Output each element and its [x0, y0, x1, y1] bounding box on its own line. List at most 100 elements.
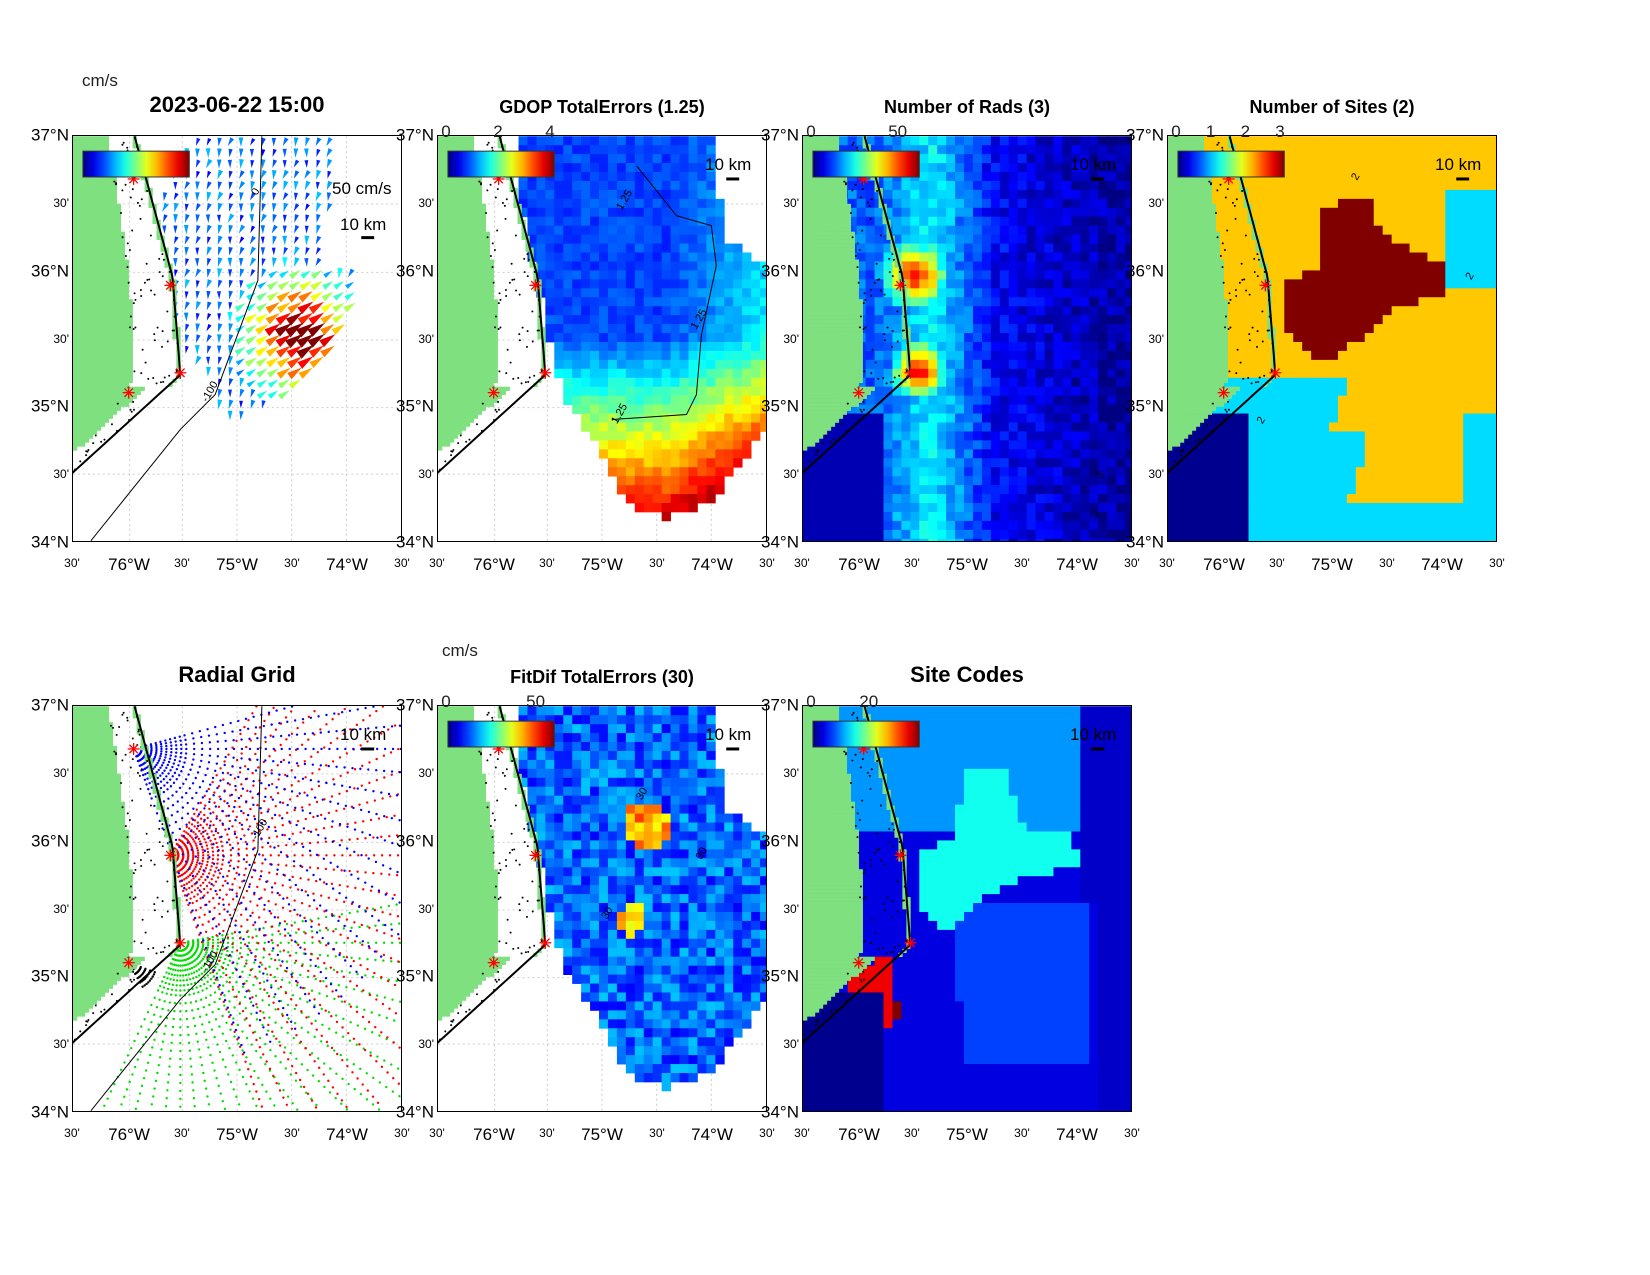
heatmap-cell — [590, 395, 600, 405]
heatmap-cell — [652, 476, 663, 486]
land-cell — [120, 243, 125, 248]
heatmap-cell — [652, 180, 663, 191]
heatmap-cell — [572, 279, 582, 289]
land-cell — [481, 227, 487, 232]
land-cell — [88, 179, 94, 185]
heatmap-cell — [946, 377, 956, 388]
lat-tick-label: 30' — [418, 195, 434, 210]
heatmap-cell — [545, 252, 555, 262]
land-cell — [461, 354, 467, 360]
land-cell — [120, 259, 125, 264]
heatmap-cell — [607, 198, 618, 209]
heatmap-cell — [999, 216, 1010, 227]
heatmap-cell — [581, 172, 591, 182]
land-cell — [449, 227, 455, 232]
heatmap-cell — [697, 306, 707, 316]
heatmap-cell — [946, 404, 956, 414]
heatmap-cell — [715, 458, 725, 468]
land-cell — [457, 386, 463, 391]
current-vector — [293, 170, 300, 179]
heatmap-cell — [527, 225, 537, 236]
land-cell — [76, 259, 82, 264]
current-vector — [195, 137, 201, 146]
heatmap-cell — [946, 297, 956, 307]
heatmap-cell — [928, 395, 938, 405]
current-vector — [217, 137, 222, 147]
heatmap-cell — [679, 467, 689, 477]
heatmap-cell — [706, 279, 716, 289]
land-cell — [88, 358, 94, 364]
current-vector — [217, 279, 223, 289]
heatmap-cell — [679, 377, 689, 388]
heatmap-cell — [883, 198, 893, 209]
land-cell — [112, 199, 118, 205]
land-cell — [469, 358, 475, 364]
heatmap-cell — [1035, 368, 1045, 379]
heatmap-cell — [892, 270, 902, 280]
heatmap-cell — [1089, 404, 1099, 414]
heatmap-cell — [1125, 315, 1131, 325]
land-cell — [160, 247, 165, 252]
land-cell — [469, 207, 475, 213]
land-cell — [84, 243, 90, 248]
current-vector — [279, 270, 289, 279]
current-vector — [272, 148, 277, 157]
land-cell — [453, 434, 459, 439]
land-cell — [469, 350, 475, 356]
heatmap-cell — [751, 422, 761, 432]
land-cell — [80, 263, 86, 268]
land-cell — [168, 271, 173, 276]
heatmap-cell — [874, 413, 884, 423]
heatmap-cell — [1080, 279, 1090, 289]
land-cell — [92, 410, 98, 415]
heatmap-cell — [955, 261, 965, 271]
island-dot — [92, 442, 95, 445]
heatmap-cell — [955, 252, 965, 262]
heatmap-cell — [1044, 198, 1054, 209]
heatmap-cell — [751, 279, 761, 289]
land-cell — [465, 366, 471, 372]
heatmap-cell — [1053, 431, 1063, 441]
land-cell — [100, 382, 106, 388]
heatmap-cell — [1026, 422, 1036, 432]
heatmap-cell — [865, 136, 875, 146]
heatmap-cell — [892, 324, 902, 334]
heatmap-cell — [1008, 225, 1019, 236]
land-cell — [88, 414, 94, 419]
current-vector — [217, 202, 223, 213]
land-cell — [112, 215, 118, 221]
land-cell — [96, 338, 102, 344]
heatmap-cell — [972, 350, 983, 361]
land-cell — [461, 338, 467, 344]
heatmap-cell — [981, 350, 992, 361]
heatmap-cell — [990, 350, 1001, 361]
current-vector — [282, 169, 289, 180]
heatmap-cell — [572, 333, 582, 343]
panel-title: GDOP TotalErrors (1.25) — [499, 97, 705, 117]
land-cell — [465, 203, 471, 209]
land-cell — [88, 430, 94, 435]
land-cell — [441, 315, 447, 320]
heatmap-cell — [946, 270, 956, 280]
heatmap-cell — [607, 431, 618, 441]
heatmap-cell — [928, 422, 938, 432]
land-cell — [96, 319, 102, 324]
lon-tick-label: 76°W — [473, 555, 515, 574]
current-vector — [249, 192, 256, 201]
land-cell — [489, 378, 494, 384]
land-cell — [497, 386, 502, 391]
land-cell — [438, 152, 443, 157]
heatmap-cell — [892, 368, 902, 379]
land-cell — [84, 275, 90, 280]
heatmap-cell — [581, 368, 591, 379]
land-cell — [96, 299, 102, 304]
heatmap-cell — [607, 145, 618, 155]
land-cell — [76, 311, 82, 316]
current-vector — [245, 346, 257, 356]
heatmap-cell — [1062, 225, 1072, 236]
heatmap-cell — [679, 350, 689, 361]
land-cell — [104, 187, 110, 193]
heatmap-cell — [697, 377, 707, 388]
current-vector — [216, 291, 221, 300]
heatmap-cell — [697, 368, 707, 379]
